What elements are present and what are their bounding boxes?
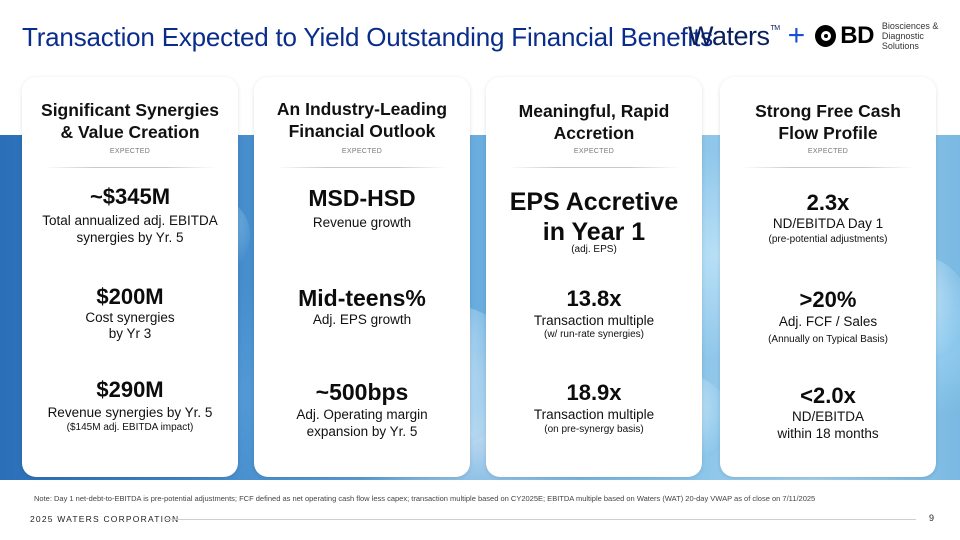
plus-icon: + <box>787 19 806 52</box>
divider <box>276 167 448 168</box>
metric-note: (adj. EPS) <box>571 244 617 255</box>
metric-note: ($145M adj. EBITDA impact) <box>66 422 194 433</box>
metric-value: ~$345M <box>89 184 171 209</box>
card-title: Meaningful, Rapid Accretion <box>518 101 670 143</box>
metric-value: in Year 1 <box>542 218 646 246</box>
page-title: Transaction Expected to Yield Outstandin… <box>22 22 713 52</box>
bd-sun-icon <box>815 25 837 47</box>
divider <box>44 167 216 168</box>
bd-subtitle: Biosciences & Diagnostic Solutions <box>881 21 939 51</box>
metric-value: 13.8x <box>566 286 622 311</box>
metric-description: Revenue growth <box>312 215 412 230</box>
metric-value: >20% <box>799 287 857 312</box>
metric-description: ND/EBITDA <box>791 409 864 424</box>
metric-note: (on pre-synergy basis) <box>544 424 644 435</box>
logo-group: WatersTM + BD Biosciences & Diagnostic S… <box>688 19 960 52</box>
metric-description: Adj. EPS growth <box>312 312 412 327</box>
expected-label: EXPECTED <box>807 148 849 155</box>
metric-value: ~500bps <box>315 379 409 405</box>
card-free-cash-flow: Strong Free Cash Flow Profile EXPECTED 2.… <box>720 77 936 477</box>
card-synergies: Significant Synergies & Value Creation EX… <box>22 77 238 477</box>
card-financial-outlook: An Industry-Leading Financial Outlook EXP… <box>254 77 470 477</box>
metric-description: Adj. FCF / Sales <box>778 314 878 329</box>
metric-value: MSD-HSD <box>308 185 416 211</box>
metric-description: Adj. Operating margin <box>296 407 428 422</box>
metric-value: Mid-teens% <box>298 285 426 311</box>
card-title: Strong Free Cash Flow Profile <box>755 101 901 143</box>
footer-divider <box>164 519 916 520</box>
bd-logo: BD <box>840 22 874 49</box>
trademark-mark: TM <box>770 24 781 32</box>
expected-label: EXPECTED <box>573 148 615 155</box>
metric-value: EPS Accretive <box>509 188 679 216</box>
metric-value: 2.3x <box>806 190 850 215</box>
metric-description: Total annualized adj. EBITDA <box>42 213 218 228</box>
card-accretion: Meaningful, Rapid Accretion EXPECTED EPS … <box>486 77 702 477</box>
metric-note: (Annually on Typical Basis) <box>768 334 888 345</box>
metric-note: (pre-potential adjustments) <box>768 234 888 245</box>
metric-description: Revenue synergies by Yr. 5 <box>47 405 213 420</box>
metric-description: Cost synergies <box>85 310 175 325</box>
metric-description: ND/EBITDA Day 1 <box>772 216 884 231</box>
metric-value: $200M <box>96 284 164 309</box>
metric-description: synergies by Yr. 5 <box>76 230 184 245</box>
expected-label: EXPECTED <box>109 148 151 155</box>
metric-value: <2.0x <box>800 383 856 408</box>
metric-description: expansion by Yr. 5 <box>306 424 418 439</box>
metric-description: by Yr 3 <box>108 326 152 341</box>
metric-description: within 18 months <box>777 426 879 441</box>
metric-value: $290M <box>96 377 164 402</box>
metric-note: (w/ run-rate synergies) <box>543 329 645 340</box>
metric-description: Transaction multiple <box>533 313 655 328</box>
page-number: 9 <box>929 513 935 523</box>
footer-copyright: 2025 WATERS CORPORATION <box>30 514 180 524</box>
card-title: An Industry-Leading Financial Outlook <box>276 99 448 141</box>
expected-label: EXPECTED <box>341 148 383 155</box>
divider <box>508 167 680 168</box>
divider <box>742 167 914 168</box>
card-title: Significant Synergies & Value Creation <box>41 100 219 142</box>
metric-description: Transaction multiple <box>533 407 655 422</box>
metric-value: 18.9x <box>566 380 622 405</box>
footnote: Note: Day 1 net-debt-to-EBITDA is pre-po… <box>34 494 816 503</box>
waters-logo: WatersTM <box>688 20 781 51</box>
